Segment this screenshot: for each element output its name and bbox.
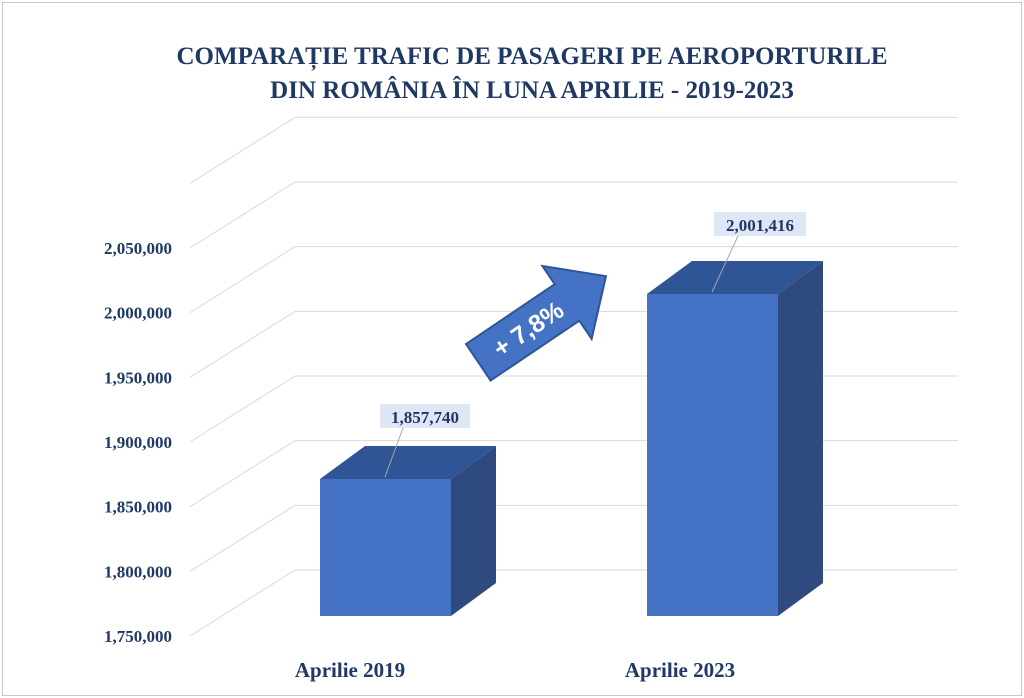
bar-side <box>778 261 823 616</box>
y-tick-label: 1,950,000 <box>104 368 172 387</box>
grid-line <box>189 246 958 314</box>
growth-arrow: + 7,8% <box>464 264 608 382</box>
data-labels: 1,857,740 2,001,416 <box>380 212 806 478</box>
y-tick-label: 2,000,000 <box>104 304 172 323</box>
bar-front <box>647 294 778 616</box>
data-label-leader <box>711 235 739 293</box>
x-category-label: Aprilie 2023 <box>625 658 735 682</box>
grid-line <box>189 116 958 184</box>
bar-top <box>320 446 496 479</box>
y-axis-ticks: 1,750,000 1,800,000 1,850,000 1,900,000 1,95… <box>104 239 172 646</box>
x-axis-categories: Aprilie 2019 Aprilie 2023 <box>295 658 735 682</box>
data-label: 2,001,416 <box>726 216 794 235</box>
data-label-box <box>380 404 470 428</box>
grid-lines <box>189 116 958 637</box>
chart-title-line-1: COMPARAȚIE TRAFIC DE PASAGERI PE AEROPOR… <box>177 43 888 71</box>
y-tick-label: 1,800,000 <box>104 562 172 581</box>
y-tick-label: 1,850,000 <box>104 498 172 517</box>
grid-line <box>189 181 958 249</box>
grid-line <box>189 440 958 508</box>
bar-front <box>320 479 451 616</box>
y-tick-label: 2,050,000 <box>104 239 172 258</box>
grid-line <box>189 375 958 443</box>
bar-top <box>647 261 823 294</box>
bar-side <box>451 446 496 616</box>
chart-title-line-2: DIN ROMÂNIA ÎN LUNA APRILIE - 2019-2023 <box>270 76 794 104</box>
data-label: 1,857,740 <box>391 408 459 427</box>
y-tick-label: 1,900,000 <box>104 433 172 452</box>
growth-arrow-shape <box>464 264 608 382</box>
data-label-box <box>714 212 806 236</box>
y-tick-label: 1,750,000 <box>104 627 172 646</box>
grid-line <box>189 504 958 572</box>
chart-title: COMPARAȚIE TRAFIC DE PASAGERI PE AEROPOR… <box>177 43 888 104</box>
grid-line <box>189 569 958 637</box>
data-label-leader <box>384 427 404 478</box>
x-category-label: Aprilie 2019 <box>295 658 405 682</box>
bars <box>320 261 823 616</box>
